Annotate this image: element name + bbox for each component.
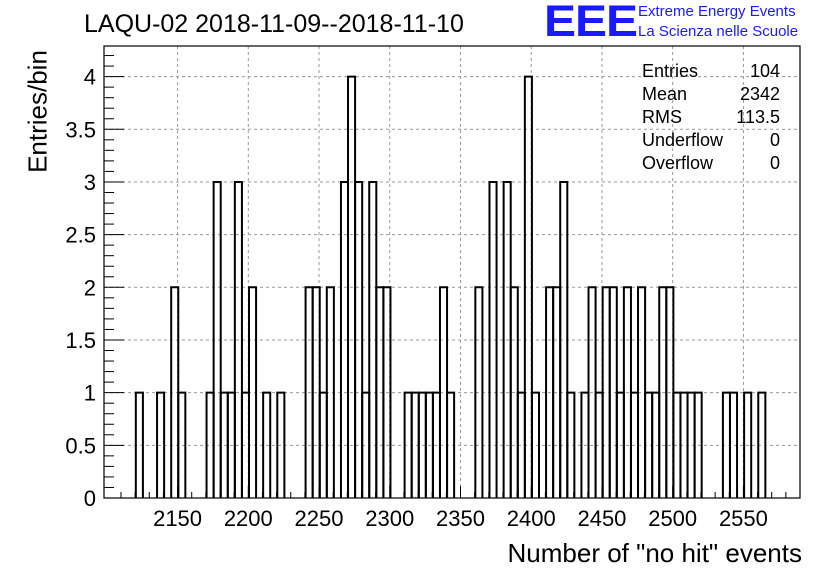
stat-label: Overflow xyxy=(642,153,714,173)
histogram-bins xyxy=(134,75,767,498)
histogram-bin xyxy=(212,180,222,498)
y-tick-label: 3 xyxy=(84,170,96,195)
histogram-bin xyxy=(488,180,498,498)
stat-rms: RMS 113.5 xyxy=(642,106,780,129)
stat-overflow: Overflow 0 xyxy=(642,152,780,175)
stat-label: Entries xyxy=(642,61,699,81)
histogram-bin xyxy=(134,391,144,498)
histogram-bin xyxy=(276,391,286,498)
y-tick-label: 0.5 xyxy=(65,433,96,458)
x-tick-label: 2400 xyxy=(507,506,556,531)
axis-ticks: 2150 2200 2250 2300 2350 2400 2450 2500 255000.5… xyxy=(65,55,801,531)
x-tick-label: 2350 xyxy=(436,506,485,531)
stat-label: Underflow xyxy=(642,130,724,150)
histogram-bin xyxy=(559,180,569,498)
chart-title: LAQU-02 2018-11-09--2018-11-10 xyxy=(84,10,464,38)
x-tick-label: 2500 xyxy=(648,506,697,531)
y-tick-label: 1.5 xyxy=(65,328,96,353)
x-tick-label: 2450 xyxy=(577,506,626,531)
histogram-bin xyxy=(693,391,703,498)
eee-logo: EEE xyxy=(544,0,638,46)
histogram-bin xyxy=(382,286,392,498)
x-tick-label: 2550 xyxy=(719,506,768,531)
stat-entries: Entries 104 xyxy=(642,60,780,83)
stat-value: 113.5 xyxy=(736,107,780,127)
stat-label: RMS xyxy=(642,107,682,127)
stats-box: Entries 104 Mean 2342 RMS 113.5 Underflow 0 … xyxy=(642,60,780,175)
stat-label: Mean xyxy=(642,84,688,104)
histogram-bin xyxy=(530,391,540,498)
histogram-bin xyxy=(474,286,484,498)
histogram-bin xyxy=(177,391,187,498)
x-tick-label: 2300 xyxy=(365,506,414,531)
plot-frame xyxy=(103,45,801,499)
histogram-bin xyxy=(728,391,739,498)
stat-value: 104 xyxy=(749,61,780,81)
x-tick-label: 2200 xyxy=(224,506,273,531)
histogram-bin xyxy=(446,391,456,498)
histogram-bin xyxy=(757,391,767,498)
histogram-bin xyxy=(156,391,166,498)
histogram-bin xyxy=(233,180,243,498)
stat-value: 0 xyxy=(769,130,780,150)
y-tick-label: 4 xyxy=(84,65,96,90)
x-tick-label: 2250 xyxy=(295,506,344,531)
y-tick-label: 0 xyxy=(84,486,96,511)
histogram-bin xyxy=(354,180,364,498)
y-tick-label: 2 xyxy=(84,275,96,300)
eee-logo-text: Extreme Energy Events La Scienza nelle S… xyxy=(638,2,798,42)
y-tick-label: 1 xyxy=(84,381,96,406)
histogram-bin xyxy=(262,391,272,498)
stat-value: 2342 xyxy=(739,84,780,104)
stat-underflow: Underflow 0 xyxy=(642,129,780,152)
y-axis-label: Entries/bin xyxy=(22,50,53,173)
x-tick-label: 2150 xyxy=(153,506,202,531)
y-tick-label: 3.5 xyxy=(65,117,96,142)
histogram-bin xyxy=(566,391,576,498)
histogram-bin xyxy=(743,391,753,498)
stat-mean: Mean 2342 xyxy=(642,83,780,106)
logo-line-1: Extreme Energy Events xyxy=(638,3,796,20)
histogram-bin xyxy=(523,75,533,498)
stat-value: 0 xyxy=(769,153,780,173)
x-axis-label: Number of "no hit" events xyxy=(507,538,803,568)
y-tick-label: 2.5 xyxy=(65,223,96,248)
logo-line-2: La Scienza nelle Scuole xyxy=(638,23,799,40)
histogram-bin xyxy=(248,286,258,498)
histogram-bin xyxy=(325,286,335,498)
